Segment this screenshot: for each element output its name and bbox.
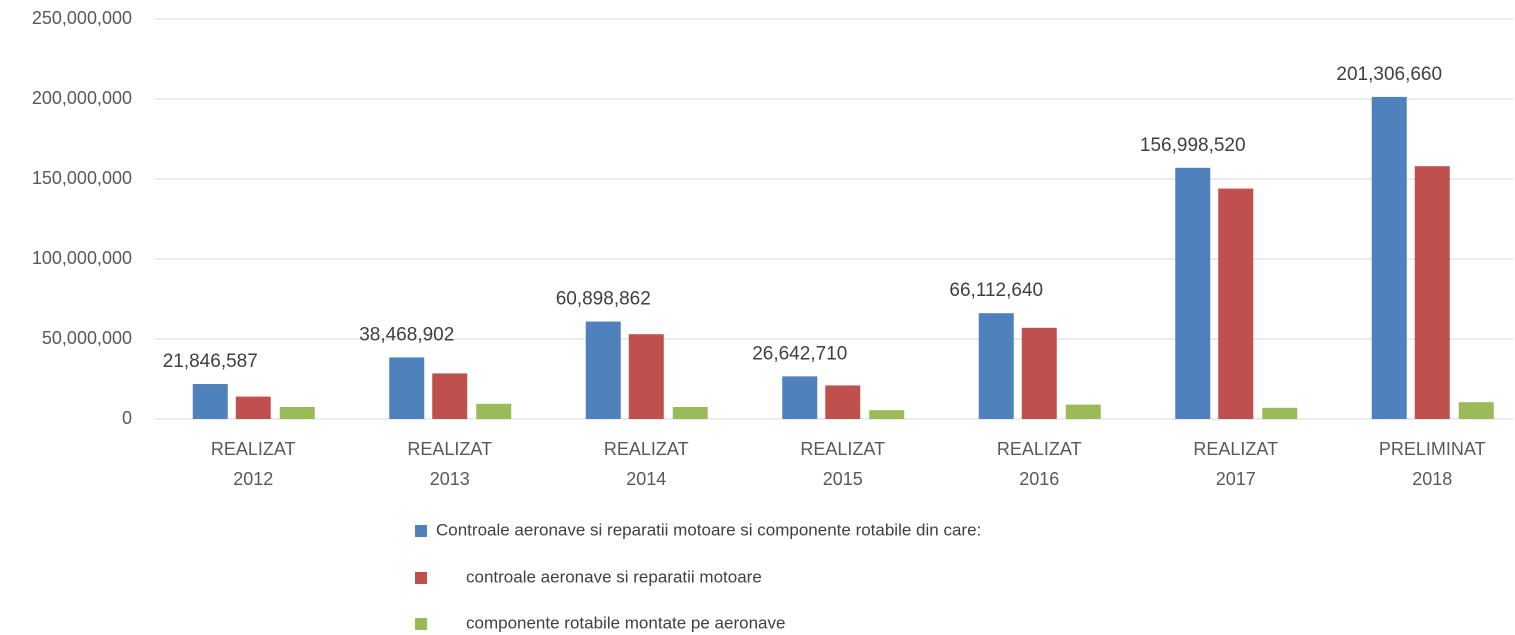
bar	[628, 334, 664, 419]
x-tick-label: REALIZAT 2014	[604, 439, 689, 489]
bar	[585, 321, 621, 419]
x-tick-line: REALIZAT	[604, 439, 689, 459]
y-tick-label: 0	[122, 408, 132, 428]
data-label: 38,468,902	[359, 324, 454, 345]
data-label: 201,306,660	[1336, 64, 1442, 85]
data-label: 26,642,710	[752, 343, 847, 364]
bar	[1414, 166, 1450, 419]
y-tick-label: 150,000,000	[32, 168, 132, 188]
x-tick-line: REALIZAT	[211, 439, 296, 459]
x-tick-label: REALIZAT 2015	[800, 439, 885, 489]
bar	[1371, 96, 1407, 419]
legend-label: Controale aeronave si reparatii motoare …	[436, 520, 981, 539]
bar	[978, 313, 1014, 419]
x-tick-line: 2016	[1019, 469, 1059, 489]
x-tick-label: PRELIMINAT 2018	[1379, 439, 1486, 489]
bar	[825, 385, 861, 419]
y-tick-label: 200,000,000	[32, 88, 132, 108]
x-tick-line: 2012	[233, 469, 273, 489]
bar	[1021, 327, 1057, 419]
bar	[279, 407, 315, 419]
legend-label: controale aeronave si reparatii motoare	[466, 567, 762, 586]
bar	[389, 357, 425, 419]
legend-swatch	[415, 572, 427, 584]
bar	[235, 396, 271, 419]
x-tick-line: 2017	[1216, 469, 1256, 489]
x-tick-line: 2014	[626, 469, 666, 489]
x-tick-label: REALIZAT 2012	[211, 439, 296, 489]
bar	[1458, 402, 1494, 419]
x-tick-line: REALIZAT	[1193, 439, 1278, 459]
y-tick-label: 50,000,000	[42, 328, 132, 348]
x-tick-line: 2015	[823, 469, 863, 489]
x-tick-line: REALIZAT	[800, 439, 885, 459]
y-tick-label: 250,000,000	[32, 8, 132, 28]
data-label: 60,898,862	[556, 289, 651, 310]
bar	[1218, 188, 1254, 419]
legend-swatch	[415, 618, 427, 630]
bar	[869, 410, 905, 419]
x-tick-label: REALIZAT 2013	[407, 439, 492, 489]
bar	[782, 376, 818, 419]
data-label: 21,846,587	[163, 351, 258, 372]
x-tick-line: PRELIMINAT	[1379, 439, 1486, 459]
bar	[1262, 407, 1298, 419]
data-label: 156,998,520	[1140, 135, 1246, 156]
x-tick-line: REALIZAT	[407, 439, 492, 459]
x-tick-line: 2013	[430, 469, 470, 489]
legend-label: componente rotabile montate pe aeronave	[466, 613, 785, 632]
bar	[432, 373, 468, 419]
bar	[1175, 167, 1211, 419]
data-label: 66,112,640	[949, 280, 1043, 301]
bar	[1065, 404, 1101, 419]
legend-swatch	[415, 525, 427, 537]
x-tick-line: REALIZAT	[997, 439, 1082, 459]
x-tick-label: REALIZAT 2017	[1193, 439, 1278, 489]
x-tick-line: 2018	[1412, 469, 1452, 489]
bar	[672, 407, 708, 419]
y-tick-label: 100,000,000	[32, 248, 132, 268]
bar	[476, 403, 512, 419]
bar	[192, 384, 228, 419]
x-tick-label: REALIZAT 2016	[997, 439, 1082, 489]
